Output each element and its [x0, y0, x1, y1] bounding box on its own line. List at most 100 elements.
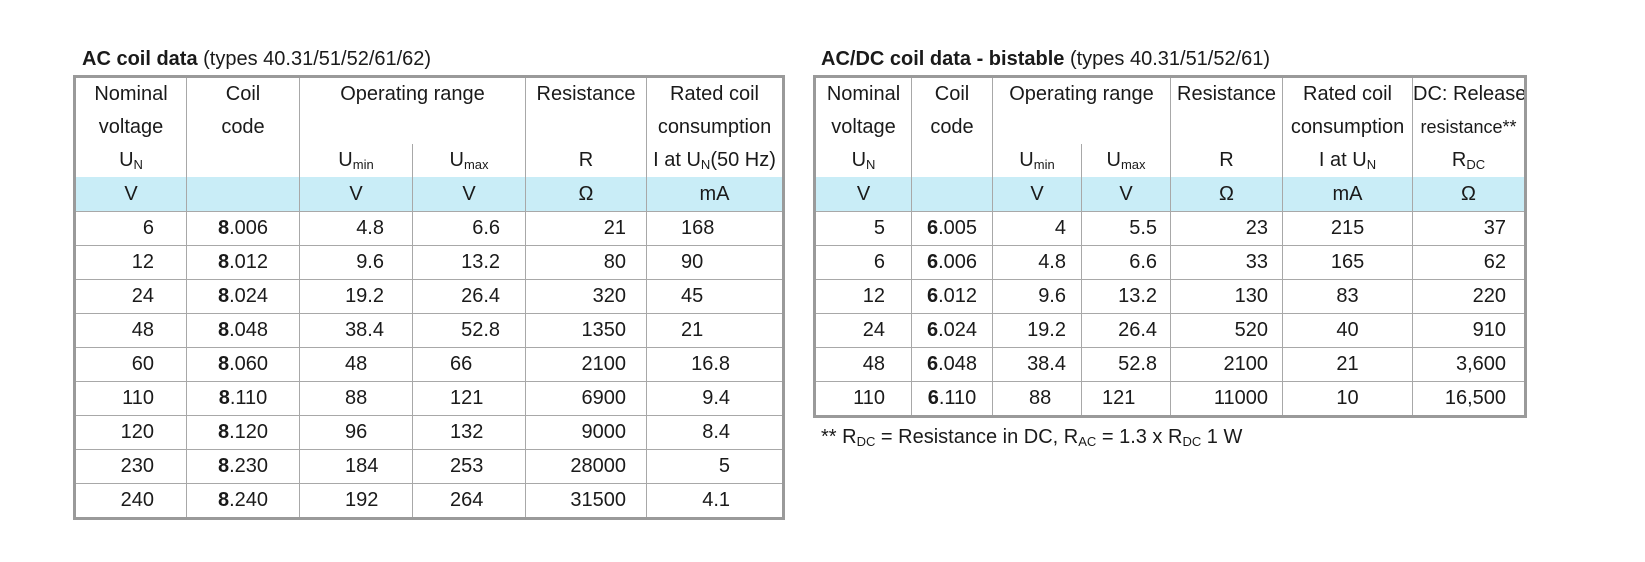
dc-table-row: 110 6.110 88 121 11000 10 16,500	[814, 381, 1526, 417]
ac-table-row: 48 8.048 38.4 52.8 1350 21	[74, 313, 784, 348]
ac-col-oprange: Operating range	[298, 76, 526, 111]
dc-cell-umax: 26.4	[1080, 313, 1171, 348]
ac-cell-umax: 13.2	[411, 245, 526, 280]
dc-table-row: 5 6.005 4 5.5 23 215 37	[814, 211, 1526, 246]
dc-sym-r: R	[1170, 144, 1283, 177]
dc-cell-code: 6.012	[911, 279, 993, 314]
ac-col-coil-l1: Coil	[186, 76, 300, 111]
dc-cell-umin: 9.6	[992, 279, 1082, 314]
dc-cell-r: 33	[1170, 245, 1283, 280]
ac-cell-r: 28000	[525, 449, 647, 484]
ac-table-row: 24 8.024 19.2 26.4 320 45	[74, 279, 784, 314]
dc-cell-r: 520	[1170, 313, 1283, 348]
ac-cell-i: 4.1	[646, 483, 784, 519]
ac-sym-un: UN	[119, 149, 143, 172]
dc-cell-i: 21	[1282, 347, 1413, 382]
ac-cell-umax: 253	[411, 449, 526, 484]
dc-unit-i: mA	[1282, 177, 1413, 212]
dc-col-coil-l2: code	[911, 111, 993, 144]
ac-col-coil-l2: code	[186, 111, 300, 144]
dc-header-row-2: voltage code consumption resistance**	[815, 111, 1526, 144]
dc-col-oprange: Operating range	[991, 76, 1171, 111]
dc-table-body: 5 6.005 4 5.5 23 215 37 6 6.006 4.8 6.6 33 165 62 12 6.…	[814, 211, 1526, 417]
dc-header-row-1: Nominal Coil Operating range Resistance …	[815, 76, 1526, 111]
ac-table-row: 240 8.240 192 264 31500 4.1	[74, 483, 784, 519]
dc-cell-i: 40	[1282, 313, 1413, 348]
ac-cell-un: 6	[74, 211, 187, 246]
ac-unit-r: Ω	[525, 177, 647, 212]
ac-cell-umin: 192	[299, 483, 413, 519]
ac-table-row: 110 8.110 88 121 6900 9.4	[74, 381, 784, 416]
ac-cell-umax: 26.4	[411, 279, 526, 314]
dc-table-row: 6 6.006 4.8 6.6 33 165 62	[814, 245, 1526, 280]
dc-cell-umin: 4.8	[992, 245, 1082, 280]
ac-cell-umin: 38.4	[299, 313, 413, 348]
dc-header-row-3: UN Umin Umax R I at UN RDC	[815, 144, 1526, 177]
dc-table-row: 12 6.012 9.6 13.2 130 83 220	[814, 279, 1526, 314]
ac-cell-r: 9000	[525, 415, 647, 450]
dc-col-nominal-l2: voltage	[831, 116, 896, 138]
dc-cell-i: 215	[1282, 211, 1413, 246]
ac-col-nominal-l2: voltage	[98, 116, 164, 138]
dc-cell-code: 6.005	[911, 211, 993, 246]
ac-table-body: 6 8.006 4.8 6.6 21 168 12 8.012 9.6 13.2 80 90 24 8.0…	[74, 211, 784, 519]
dc-cell-i: 10	[1282, 381, 1413, 417]
ac-cell-code: 8.230	[186, 449, 300, 484]
dc-cell-umin: 4	[992, 211, 1082, 246]
dc-sym-iat: I at UN	[1282, 144, 1413, 177]
ac-cell-r: 80	[525, 245, 647, 280]
ac-cell-umax: 6.6	[411, 211, 526, 246]
dc-cell-un: 24	[814, 313, 912, 348]
dc-unit-umax: V	[1080, 177, 1171, 212]
ac-cell-i: 9.4	[646, 381, 784, 416]
ac-cell-i: 16.8	[646, 347, 784, 382]
dc-cell-rdc: 16,500	[1412, 381, 1526, 417]
dc-table-row: 24 6.024 19.2 26.4 520 40 910	[814, 313, 1526, 348]
dc-title-types: (types 40.31/51/52/61)	[1069, 48, 1271, 70]
ac-cell-umin: 19.2	[299, 279, 413, 314]
ac-cell-umin: 96	[299, 415, 413, 450]
dc-cell-umax: 5.5	[1080, 211, 1171, 246]
dc-col-release-l2: resistance**	[1412, 111, 1526, 144]
dc-cell-umax: 6.6	[1080, 245, 1171, 280]
ac-cell-umax: 264	[411, 483, 526, 519]
ac-unit-umax: V	[411, 177, 526, 212]
dc-cell-rdc: 910	[1412, 313, 1526, 348]
dc-cell-umin: 19.2	[992, 313, 1082, 348]
ac-cell-umin: 184	[299, 449, 413, 484]
ac-sym-iat: I at UN(50 Hz)	[646, 144, 784, 177]
dc-cell-umax: 13.2	[1080, 279, 1171, 314]
dc-cell-rdc: 220	[1412, 279, 1526, 314]
dc-cell-r: 2100	[1170, 347, 1283, 382]
dc-sym-un: UN	[851, 149, 876, 172]
dc-col-nominal-l1: Nominal	[826, 83, 901, 105]
ac-title-types: (types 40.31/51/52/61/62)	[203, 48, 432, 70]
ac-cell-un: 110	[74, 381, 187, 416]
ac-units-row: V V V Ω mA	[74, 177, 784, 212]
ac-cell-code: 8.240	[186, 483, 300, 519]
ac-cell-i: 90	[646, 245, 784, 280]
dc-cell-umin: 38.4	[992, 347, 1082, 382]
dc-col-rated-l1: Rated coil	[1282, 76, 1413, 111]
dc-cell-un: 12	[814, 279, 912, 314]
ac-cell-code: 8.120	[186, 415, 300, 450]
dc-cell-code: 6.006	[911, 245, 993, 280]
ac-cell-un: 230	[74, 449, 187, 484]
dc-unit-un: V	[814, 177, 912, 212]
ac-cell-code: 8.012	[186, 245, 300, 280]
ac-col-nominal-l1: Nominal	[94, 83, 168, 105]
ac-header-blank	[298, 111, 526, 144]
ac-cell-un: 120	[74, 415, 187, 450]
ac-cell-code: 8.110	[186, 381, 300, 416]
dc-coil-table: Nominal Coil Operating range Resistance …	[813, 75, 1528, 418]
dc-header-blank	[991, 111, 1171, 144]
ac-cell-umin: 9.6	[299, 245, 413, 280]
ac-cell-r: 31500	[525, 483, 647, 519]
ac-cell-i: 5	[646, 449, 784, 484]
ac-table-row: 230 8.230 184 253 28000 5	[74, 449, 784, 484]
ac-table-title: AC coil data (types 40.31/51/52/61/62)	[82, 48, 431, 71]
ac-cell-code: 8.006	[186, 211, 300, 246]
ac-table-row: 12 8.012 9.6 13.2 80 90	[74, 245, 784, 280]
dc-sym-rdc: RDC	[1412, 144, 1526, 177]
ac-coil-table: Nominal Coil Operating range Resistance …	[73, 75, 786, 520]
